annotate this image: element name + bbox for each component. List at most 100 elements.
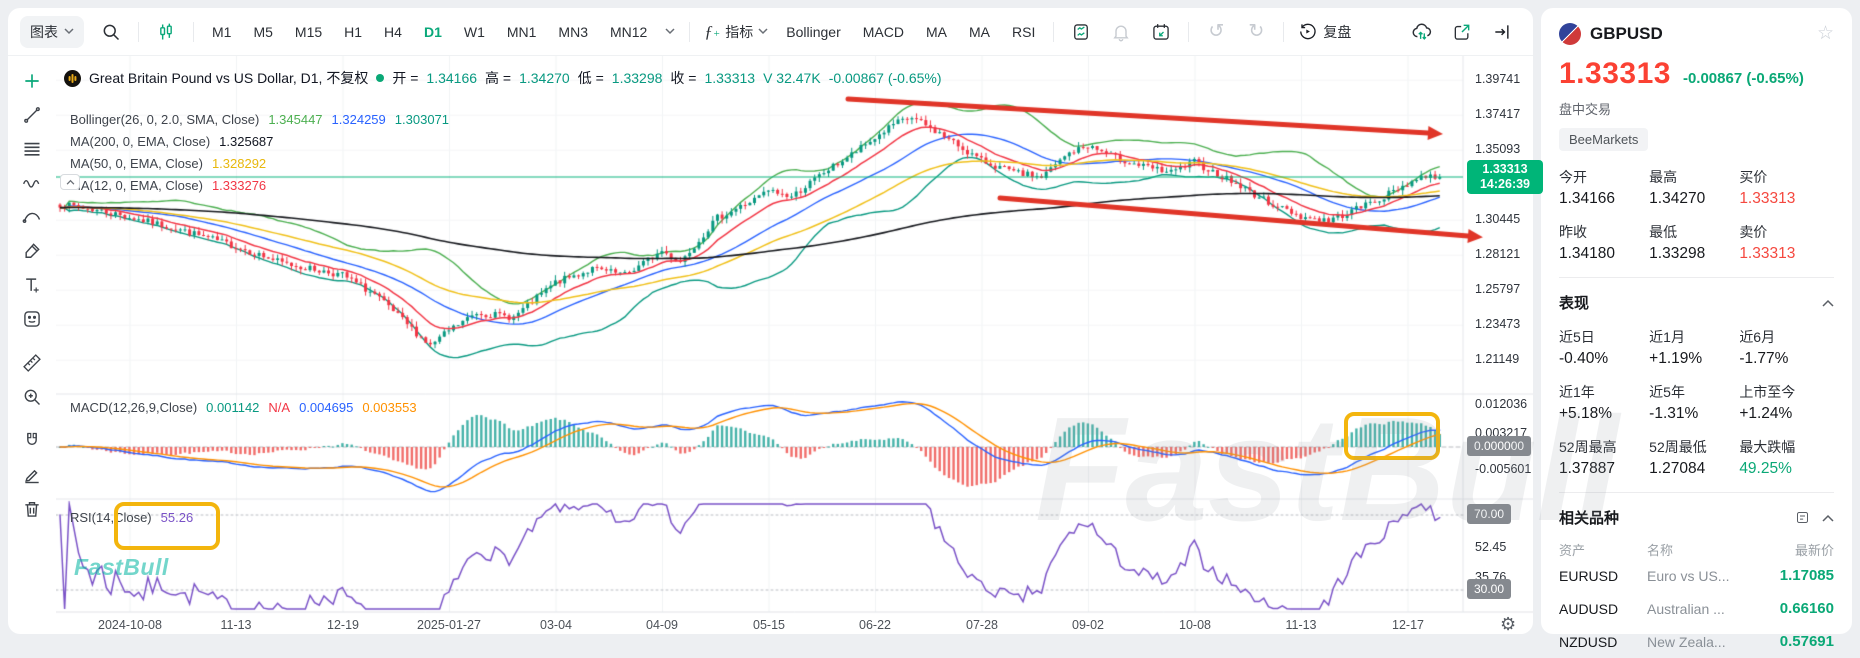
close-label: 收 = xyxy=(670,70,697,86)
macd-hist-value: 0.003553 xyxy=(362,400,417,415)
chevron-up-icon[interactable] xyxy=(1822,299,1834,307)
replay-button[interactable]: 复盘 xyxy=(1298,22,1351,42)
timeframe-mn1[interactable]: MN1 xyxy=(506,23,537,40)
trash-icon[interactable] xyxy=(18,496,46,521)
edit-pencil-icon[interactable] xyxy=(18,462,46,487)
ruler-icon[interactable] xyxy=(18,350,46,375)
timeframe-m1[interactable]: M1 xyxy=(212,23,232,40)
indicator-shortcut-bollinger[interactable]: Bollinger xyxy=(786,23,841,40)
ma200-legend[interactable]: MA(200, 0, EMA, Close) 1.325687 xyxy=(70,134,273,149)
instrument-logo-icon xyxy=(64,69,81,87)
chart-symbol-header[interactable]: Great Britain Pound vs US Dollar, D1, 不复… xyxy=(64,68,942,88)
alert-bell-icon[interactable] xyxy=(1108,19,1134,45)
asset-name: Australian ... xyxy=(1647,600,1725,617)
indicator-shortcut-ma2[interactable]: MA xyxy=(969,23,990,40)
sticker-icon[interactable] xyxy=(18,306,46,331)
timeframe-m15[interactable]: M15 xyxy=(294,23,323,40)
wave-icon[interactable] xyxy=(18,170,46,195)
divider xyxy=(193,21,194,42)
quote-stats-grid: 今开 1.34166 最高 1.34270 买价 1.33313 昨收 1.34180 … xyxy=(1559,167,1834,263)
crosshair-plus-icon[interactable] xyxy=(18,68,46,93)
bollinger-lower-value: 1.303071 xyxy=(394,112,450,127)
chevron-up-icon[interactable] xyxy=(1822,514,1834,522)
zoom-in-icon[interactable] xyxy=(18,384,46,409)
brush-icon[interactable] xyxy=(18,238,46,263)
performance-section-header[interactable]: 表现 xyxy=(1559,292,1834,313)
macd-legend[interactable]: MACD(12,26,9,Close) 0.001142 N/A 0.00469… xyxy=(70,400,417,415)
rsi-70-badge: 70.00 xyxy=(1467,504,1512,524)
macd-tick: -0.005601 xyxy=(1475,462,1532,476)
ma12-legend[interactable]: MA(12, 0, EMA, Close) 1.333276 xyxy=(70,178,266,193)
symbol-title: Great Britain Pound vs US Dollar, D1, 不复… xyxy=(89,70,369,86)
calendar-event-icon[interactable] xyxy=(1148,19,1174,45)
related-row-audusd[interactable]: AUDUSD Australian ... 0.66160 xyxy=(1559,592,1834,625)
ma200-name: MA(200, 0, EMA, Close) xyxy=(70,134,211,149)
divider xyxy=(689,21,691,42)
price-chart-canvas[interactable] xyxy=(56,56,1533,634)
parallel-channel-icon[interactable] xyxy=(18,136,46,161)
fx-icon: ƒ+ xyxy=(704,21,721,41)
report-list-icon[interactable] xyxy=(1795,510,1810,525)
related-row-eurusd[interactable]: EURUSD Euro vs US... 1.17085 xyxy=(1559,559,1834,592)
redo-icon[interactable]: ↻ xyxy=(1248,21,1265,42)
bollinger-legend[interactable]: Bollinger(26, 0, 2.0, SMA, Close) 1.3454… xyxy=(70,112,449,127)
asset-name: Euro vs US... xyxy=(1647,567,1730,584)
cloud-sync-icon[interactable] xyxy=(1409,19,1435,45)
ma50-value: 1.328292 xyxy=(211,156,267,171)
ma12-value: 1.333276 xyxy=(211,178,267,193)
timeframe-m5[interactable]: M5 xyxy=(253,23,273,40)
chevron-down-icon xyxy=(64,28,74,35)
share-export-icon[interactable] xyxy=(1449,19,1475,45)
time-tick: 09-02 xyxy=(1072,618,1104,632)
asset-price: 0.66160 xyxy=(1779,600,1834,617)
time-tick: 07-28 xyxy=(966,618,998,632)
related-section-header[interactable]: 相关品种 xyxy=(1559,507,1834,528)
chart-plot-area: Great Britain Pound vs US Dollar, D1, 不复… xyxy=(56,56,1543,634)
time-tick: 2024-10-08 xyxy=(98,618,162,632)
perf-1y: 近1年 +5.18% xyxy=(1559,384,1613,422)
axis-settings-gear-icon[interactable]: ⚙ xyxy=(1500,614,1517,634)
favorite-star-icon[interactable]: ☆ xyxy=(1816,23,1834,44)
chart-toolbar: 图表 M1 M5 M15 H1 H4 D1 W1 MN1 MN3 MN12 ƒ+… xyxy=(8,8,1533,56)
performance-grid: 近5日 -0.40% 近1月 +1.19% 近6月 -1.77% 近1年 +5.18% … xyxy=(1559,327,1834,478)
macd-zero-badge: 0.000000 xyxy=(1467,436,1532,456)
magnet-icon[interactable] xyxy=(18,428,46,453)
divider xyxy=(1283,21,1285,42)
time-tick: 2025-01-27 xyxy=(417,618,481,632)
timeframe-h4[interactable]: H4 xyxy=(384,23,402,40)
compare-panels-icon[interactable] xyxy=(1068,19,1094,45)
fastbull-logo: FastBull xyxy=(74,554,169,580)
chart-menu-button[interactable]: 图表 xyxy=(20,15,84,48)
asset-code: NZDUSD xyxy=(1559,633,1618,650)
indicator-shortcut-macd[interactable]: MACD xyxy=(862,23,904,40)
timeframe-mn3[interactable]: MN3 xyxy=(558,23,588,40)
stat-open: 今开 1.34166 xyxy=(1559,169,1616,207)
market-open-dot-icon xyxy=(376,74,385,82)
arc-curve-icon[interactable] xyxy=(18,204,46,229)
perf-52w-high: 52周最高 1.37887 xyxy=(1559,439,1617,477)
timeframe-mn12[interactable]: MN12 xyxy=(609,23,648,40)
indicators-button[interactable]: ƒ+ 指标 xyxy=(704,22,768,42)
ma50-legend[interactable]: MA(50, 0, EMA, Close) 1.328292 xyxy=(70,156,266,171)
timeframe-h1[interactable]: H1 xyxy=(344,23,363,40)
chevron-down-icon xyxy=(758,28,768,35)
related-row-nzdusd[interactable]: NZDUSD New Zeala... 0.57691 xyxy=(1559,625,1834,658)
undo-icon[interactable]: ↺ xyxy=(1208,21,1225,42)
timeframe-d1-active[interactable]: D1 xyxy=(423,23,442,40)
pane-collapse-button[interactable] xyxy=(60,174,80,190)
price-tick: 1.23473 xyxy=(1475,317,1521,331)
search-icon[interactable] xyxy=(98,19,124,45)
trendline-icon[interactable] xyxy=(18,102,46,127)
rsi-legend[interactable]: RSI(14,Close) 55.26 xyxy=(70,510,193,525)
time-tick: 12-17 xyxy=(1392,618,1424,632)
text-tool-icon[interactable] xyxy=(18,272,46,297)
broker-chip[interactable]: BeeMarkets xyxy=(1559,128,1649,151)
candlestick-style-icon[interactable] xyxy=(153,19,179,45)
timeframes-chevron-icon[interactable] xyxy=(665,28,675,35)
rsi-name: RSI(14,Close) xyxy=(70,510,152,525)
time-tick: 03-04 xyxy=(540,618,572,632)
indicator-shortcut-rsi[interactable]: RSI xyxy=(1012,23,1036,40)
indicator-shortcut-ma1[interactable]: MA xyxy=(926,23,947,40)
timeframe-w1[interactable]: W1 xyxy=(463,23,485,40)
collapse-panel-icon[interactable] xyxy=(1489,19,1515,45)
